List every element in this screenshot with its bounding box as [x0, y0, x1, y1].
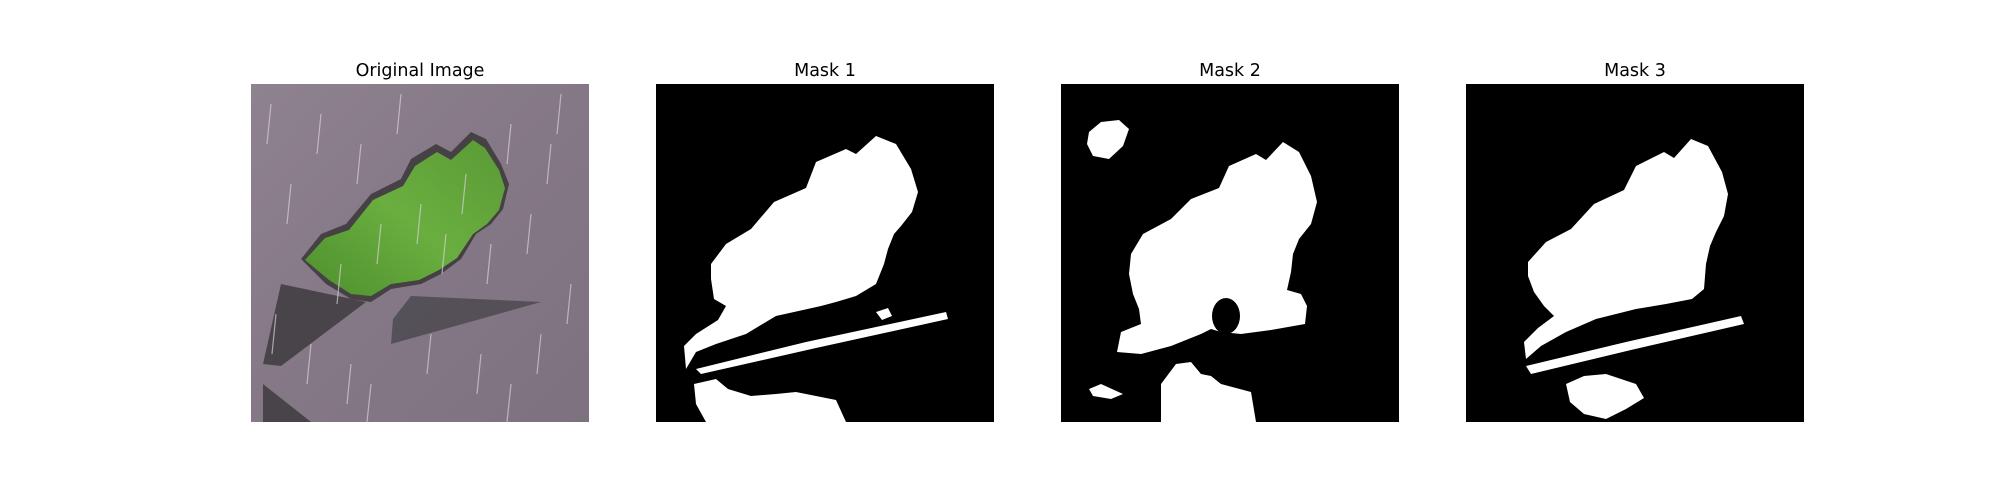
mask-region	[1524, 139, 1728, 359]
original-image	[251, 84, 589, 422]
mask-streak	[696, 312, 948, 374]
panel-title: Mask 3	[1604, 61, 1666, 81]
mask-region	[684, 136, 918, 369]
mask-top-left-blob	[1087, 120, 1129, 159]
leaf	[305, 140, 505, 296]
mask-hole	[1212, 298, 1240, 334]
mask-1-image	[656, 84, 994, 422]
panel-mask-2: Mask 2	[1061, 58, 1399, 422]
mask-streak	[1526, 316, 1744, 374]
mask-2-image	[1061, 84, 1399, 422]
panel-title: Mask 1	[794, 61, 856, 81]
shadow-bottom	[263, 384, 311, 422]
panel-title: Original Image	[355, 61, 485, 81]
rain-streaks	[266, 93, 572, 422]
mask-bottom-left-blob	[1089, 384, 1123, 399]
panel-title: Mask 2	[1199, 61, 1261, 81]
panel-mask-1: Mask 1	[656, 58, 994, 422]
shadow-left	[263, 284, 366, 366]
panel-mask-3: Mask 3	[1466, 58, 1804, 422]
mask-blob	[876, 308, 892, 320]
mask-bottom-blob	[1566, 374, 1644, 419]
mask-bottom	[694, 379, 846, 422]
mask-3-image	[1466, 84, 1804, 422]
mask-region	[1117, 142, 1317, 354]
panel-original-image: Original Image	[251, 58, 589, 422]
mask-bottom-blob	[1161, 362, 1256, 422]
shadow-right	[391, 296, 541, 344]
